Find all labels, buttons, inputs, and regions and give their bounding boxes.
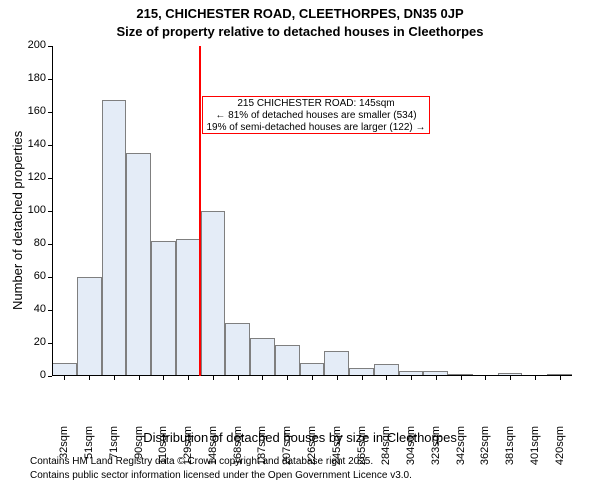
x-tick-mark [163, 376, 164, 380]
y-tick-mark [48, 46, 52, 47]
x-tick-label: 304sqm [405, 426, 417, 466]
x-tick-label: 90sqm [133, 426, 145, 466]
footer-licence: Contains public sector information licen… [30, 470, 412, 481]
x-tick-label: 32sqm [58, 426, 70, 466]
y-tick-label: 160 [20, 105, 46, 117]
y-tick-label: 0 [20, 369, 46, 381]
marker-line [199, 46, 201, 376]
x-tick-label: 401sqm [529, 426, 541, 466]
x-tick-label: 110sqm [157, 426, 169, 466]
x-tick-label: 265sqm [356, 426, 368, 466]
x-tick-label: 129sqm [182, 426, 194, 466]
histogram-bar [275, 345, 300, 376]
y-tick-label: 20 [20, 336, 46, 348]
x-tick-label: 71sqm [108, 426, 120, 466]
x-tick-mark [64, 376, 65, 380]
y-tick-label: 60 [20, 270, 46, 282]
x-tick-label: 362sqm [479, 426, 491, 466]
y-tick-label: 40 [20, 303, 46, 315]
x-tick-mark [213, 376, 214, 380]
x-tick-label: 207sqm [281, 426, 293, 466]
histogram-bar [201, 211, 226, 376]
x-tick-mark [287, 376, 288, 380]
x-tick-mark [312, 376, 313, 380]
y-tick-label: 100 [20, 204, 46, 216]
x-tick-mark [362, 376, 363, 380]
y-tick-mark [48, 343, 52, 344]
x-tick-mark [510, 376, 511, 380]
x-tick-label: 187sqm [256, 426, 268, 466]
histogram-bar [250, 338, 275, 376]
histogram-bar [324, 351, 349, 376]
chart-container: 215, CHICHESTER ROAD, CLEETHORPES, DN35 … [0, 0, 600, 500]
x-tick-mark [386, 376, 387, 380]
x-tick-mark [139, 376, 140, 380]
y-tick-mark [48, 310, 52, 311]
x-tick-mark [560, 376, 561, 380]
y-tick-mark [48, 376, 52, 377]
annotation-box: 215 CHICHESTER ROAD: 145sqm← 81% of deta… [202, 96, 430, 134]
x-tick-mark [411, 376, 412, 380]
y-tick-label: 120 [20, 171, 46, 183]
x-tick-label: 323sqm [430, 426, 442, 466]
y-tick-mark [48, 145, 52, 146]
x-tick-mark [337, 376, 338, 380]
x-tick-mark [535, 376, 536, 380]
y-tick-mark [48, 178, 52, 179]
x-tick-label: 51sqm [83, 426, 95, 466]
x-tick-mark [188, 376, 189, 380]
histogram-bar [225, 323, 250, 376]
y-tick-label: 80 [20, 237, 46, 249]
histogram-bar [77, 277, 102, 376]
x-tick-mark [238, 376, 239, 380]
x-tick-mark [485, 376, 486, 380]
y-tick-mark [48, 244, 52, 245]
y-tick-mark [48, 79, 52, 80]
annotation-line-0: 215 CHICHESTER ROAD: 145sqm [203, 98, 429, 110]
y-tick-label: 200 [20, 39, 46, 51]
annotation-line-1: ← 81% of detached houses are smaller (53… [203, 110, 429, 122]
x-tick-mark [89, 376, 90, 380]
x-tick-label: 420sqm [554, 426, 566, 466]
histogram-bar [151, 241, 176, 376]
plot-area: 215 CHICHESTER ROAD: 145sqm← 81% of deta… [52, 46, 572, 376]
y-axis-line [52, 46, 53, 376]
x-tick-label: 245sqm [331, 426, 343, 466]
x-tick-mark [262, 376, 263, 380]
x-tick-mark [436, 376, 437, 380]
y-axis-label: Number of detached properties [10, 131, 25, 310]
annotation-line-2: 19% of semi-detached houses are larger (… [203, 122, 429, 134]
y-tick-label: 180 [20, 72, 46, 84]
chart-title-line2: Size of property relative to detached ho… [0, 24, 600, 39]
y-tick-label: 140 [20, 138, 46, 150]
histogram-bar [176, 239, 201, 376]
x-tick-mark [461, 376, 462, 380]
histogram-bar [126, 153, 151, 376]
y-tick-mark [48, 277, 52, 278]
histogram-bar [102, 100, 127, 376]
x-tick-mark [114, 376, 115, 380]
x-tick-label: 342sqm [455, 426, 467, 466]
x-tick-label: 381sqm [504, 426, 516, 466]
y-tick-mark [48, 112, 52, 113]
x-tick-label: 284sqm [380, 426, 392, 466]
x-tick-label: 226sqm [306, 426, 318, 466]
footer-copyright: Contains HM Land Registry data © Crown c… [30, 456, 373, 467]
x-tick-label: 148sqm [207, 426, 219, 466]
x-tick-label: 168sqm [232, 426, 244, 466]
y-tick-mark [48, 211, 52, 212]
